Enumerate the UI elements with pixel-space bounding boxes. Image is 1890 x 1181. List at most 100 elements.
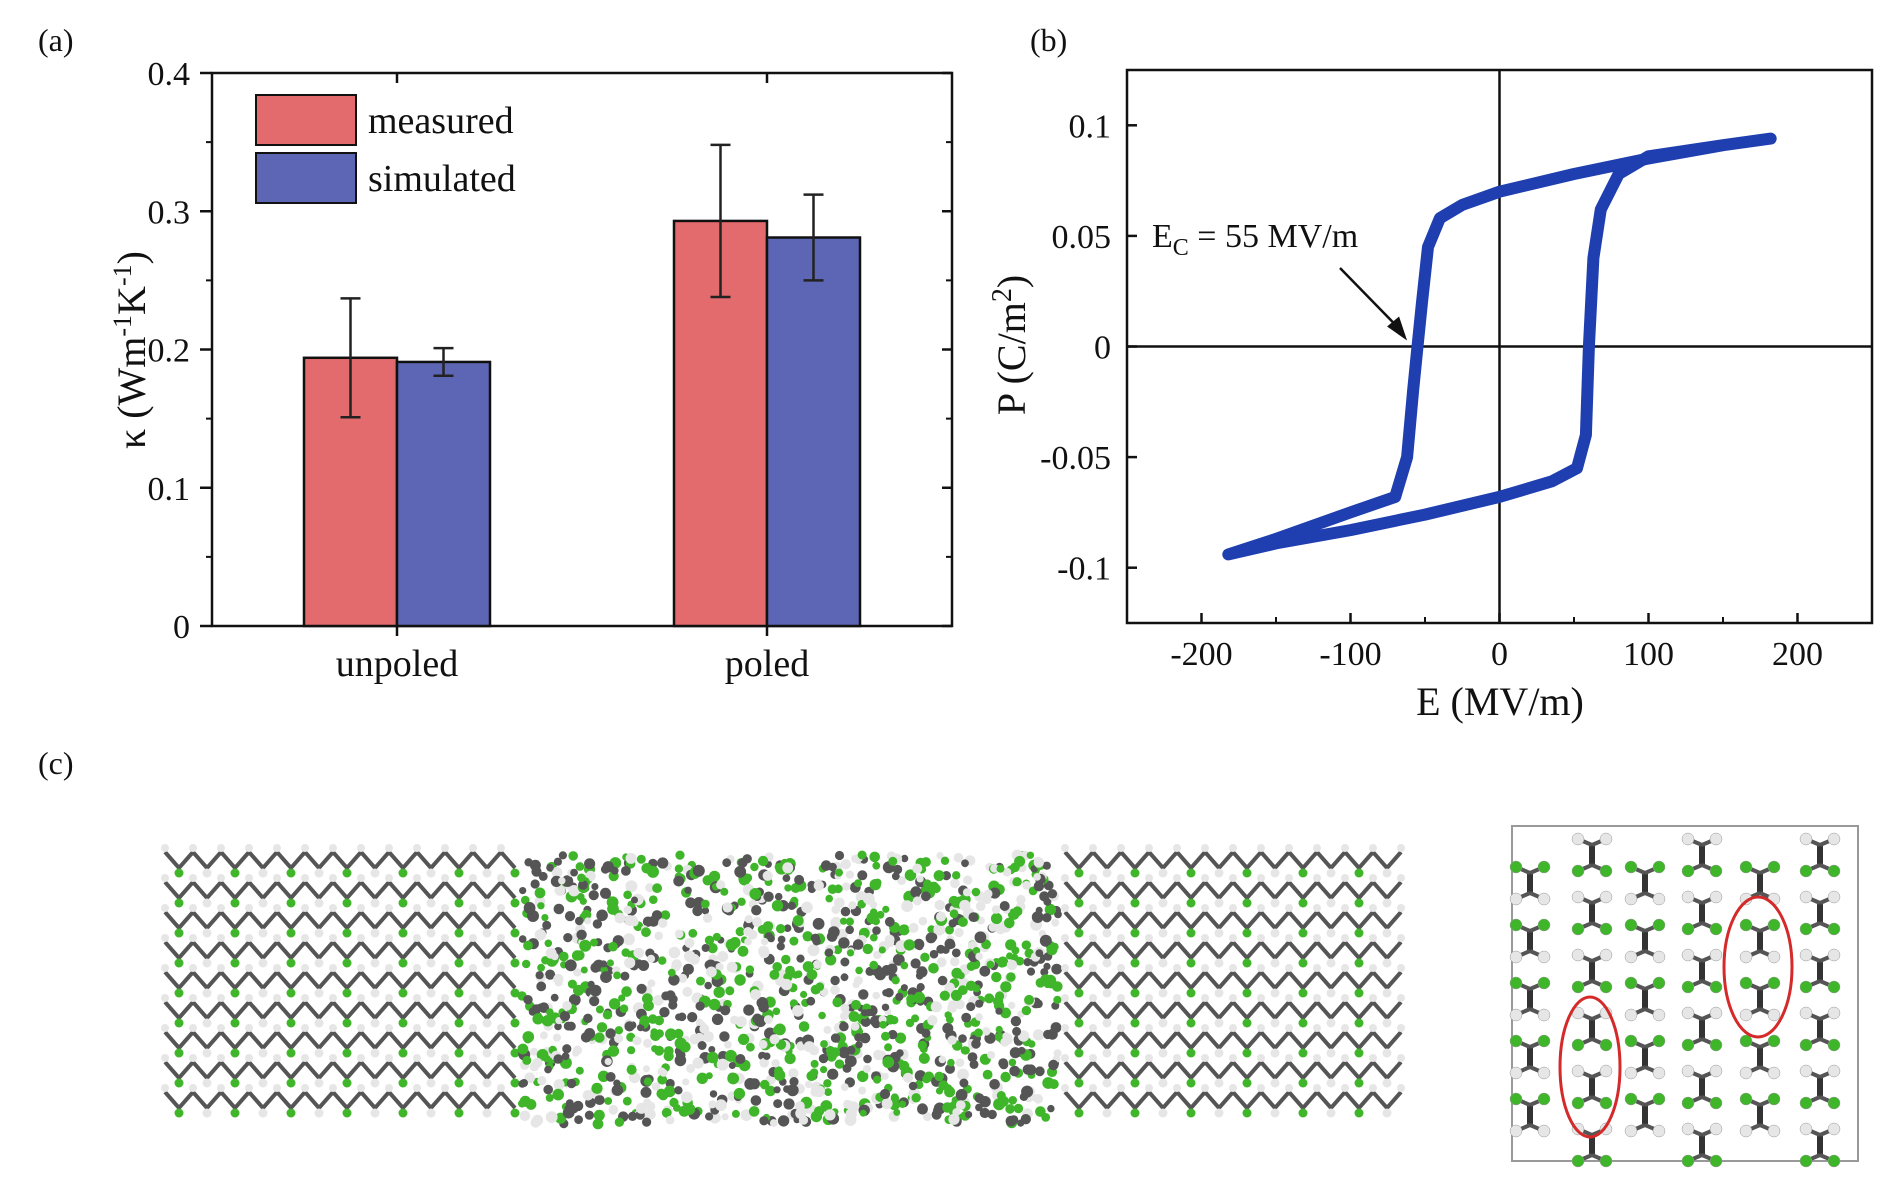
- molecule-atom: [1537, 1092, 1551, 1106]
- amorphous-atom: [970, 1017, 981, 1027]
- molecule-bond: [1577, 837, 1593, 847]
- hydrogen-atom: [1397, 874, 1405, 882]
- amorphous-atom: [1022, 1108, 1033, 1119]
- side-atom: [1298, 1048, 1308, 1058]
- amorphous-atom: [825, 944, 836, 955]
- side-atom: [230, 1108, 240, 1118]
- amorphous-atom: [822, 1044, 833, 1055]
- amorphous-atom: [534, 929, 547, 941]
- amorphous-atom: [747, 929, 758, 940]
- amorphous-atom: [576, 929, 587, 940]
- molecule-atom: [1599, 948, 1613, 962]
- hydrogen-atom: [189, 934, 197, 942]
- molecule-bond: [1701, 1069, 1717, 1079]
- amorphous-atom: [957, 917, 968, 927]
- amorphous-atom: [830, 870, 839, 879]
- amorphous-atom: [695, 1018, 704, 1026]
- amorphous-atom: [545, 969, 556, 980]
- molecule-bond: [1591, 895, 1607, 905]
- amorphous-atom: [826, 1051, 837, 1062]
- amorphous-atom: [752, 1013, 763, 1024]
- amorphous-atom: [1021, 940, 1031, 950]
- amorphous-atom: [822, 1113, 834, 1126]
- amorphous-atom: [838, 937, 850, 949]
- amorphous-atom: [579, 897, 587, 905]
- amorphous-atom: [857, 899, 866, 909]
- amorphous-atom: [824, 1088, 833, 1097]
- amorphous-atom: [971, 887, 981, 897]
- amorphous-atom: [661, 1063, 670, 1072]
- molecule-atom: [1537, 892, 1551, 906]
- molecule-bond: [1687, 895, 1703, 905]
- side-atom: [1382, 1018, 1392, 1028]
- hydrogen-atom: [413, 1024, 421, 1032]
- amorphous-atom: [546, 863, 554, 872]
- hydrogen-atom: [1201, 994, 1209, 1002]
- amorphous-atom: [1047, 889, 1058, 899]
- amorphous-atom: [1031, 911, 1044, 923]
- amorphous-atom: [640, 1074, 653, 1087]
- side-atom: [426, 898, 436, 908]
- amorphous-atom: [1040, 974, 1052, 986]
- amorphous-atom: [810, 1110, 823, 1123]
- amorphous-atom: [952, 871, 961, 880]
- side-atom: [202, 958, 212, 968]
- amorphous-atom: [931, 1109, 942, 1120]
- amorphous-atom: [706, 1051, 719, 1064]
- amorphous-atom: [847, 1003, 856, 1012]
- amorphous-atom: [825, 894, 833, 903]
- amorphous-atom: [825, 954, 837, 966]
- molecule-atom: [1624, 1124, 1638, 1138]
- molecule-bond: [1591, 1127, 1607, 1137]
- amorphous-atom: [793, 922, 804, 934]
- amorphous-atom: [988, 864, 999, 874]
- molecule-atom: [1599, 1064, 1613, 1078]
- amorphous-atom: [848, 1011, 860, 1022]
- side-atom: [510, 958, 520, 968]
- y-tick-label: 0.1: [148, 471, 191, 508]
- amorphous-atom: [933, 870, 945, 882]
- amorphous-atom: [869, 933, 878, 942]
- amorphous-atom: [751, 980, 764, 993]
- amorphous-atom: [858, 989, 869, 1000]
- hydrogen-atom: [1257, 844, 1265, 852]
- hydrogen-atom: [497, 934, 505, 942]
- hydrogen-atom: [161, 994, 169, 1002]
- hydrogen-atom: [385, 1084, 393, 1092]
- hydrogen-atom: [1341, 874, 1349, 882]
- amorphous-atom: [900, 1066, 913, 1079]
- amorphous-atom: [652, 883, 662, 894]
- amorphous-atom: [940, 856, 950, 865]
- amorphous-atom: [807, 884, 817, 894]
- amorphous-atom: [589, 984, 602, 997]
- amorphous-atom: [862, 943, 873, 955]
- hydrogen-atom: [161, 874, 169, 882]
- amorphous-atom: [938, 1055, 946, 1064]
- amorphous-atom: [759, 1058, 769, 1068]
- amorphous-atom: [830, 975, 840, 986]
- molecule-bond: [1745, 1039, 1761, 1049]
- side-atom: [202, 1048, 212, 1058]
- amorphous-atom: [961, 1046, 970, 1055]
- amorphous-atom: [935, 1087, 944, 1095]
- amorphous-atom: [956, 915, 967, 926]
- unit-cell-molecules: [1509, 832, 1841, 1168]
- hydrogen-atom: [273, 1024, 281, 1032]
- amorphous-atom: [636, 854, 646, 864]
- amorphous-atom: [794, 970, 803, 978]
- molecule-atom: [1571, 1154, 1585, 1168]
- molecule-bond: [1630, 865, 1646, 875]
- molecule-atom: [1599, 1038, 1613, 1052]
- molecule-bond: [1630, 1039, 1646, 1049]
- amorphous-atom: [951, 1096, 960, 1105]
- amorphous-atom: [529, 859, 541, 871]
- amorphous-atom: [814, 1106, 825, 1117]
- amorphous-atom: [825, 1046, 836, 1056]
- amorphous-atom: [721, 1113, 729, 1121]
- amorphous-atom: [659, 1007, 670, 1018]
- molecule-atom: [1767, 976, 1781, 990]
- amorphous-atom: [906, 997, 916, 1008]
- amorphous-atom: [662, 861, 672, 871]
- amorphous-atom: [635, 898, 646, 909]
- amorphous-atom: [882, 1054, 894, 1066]
